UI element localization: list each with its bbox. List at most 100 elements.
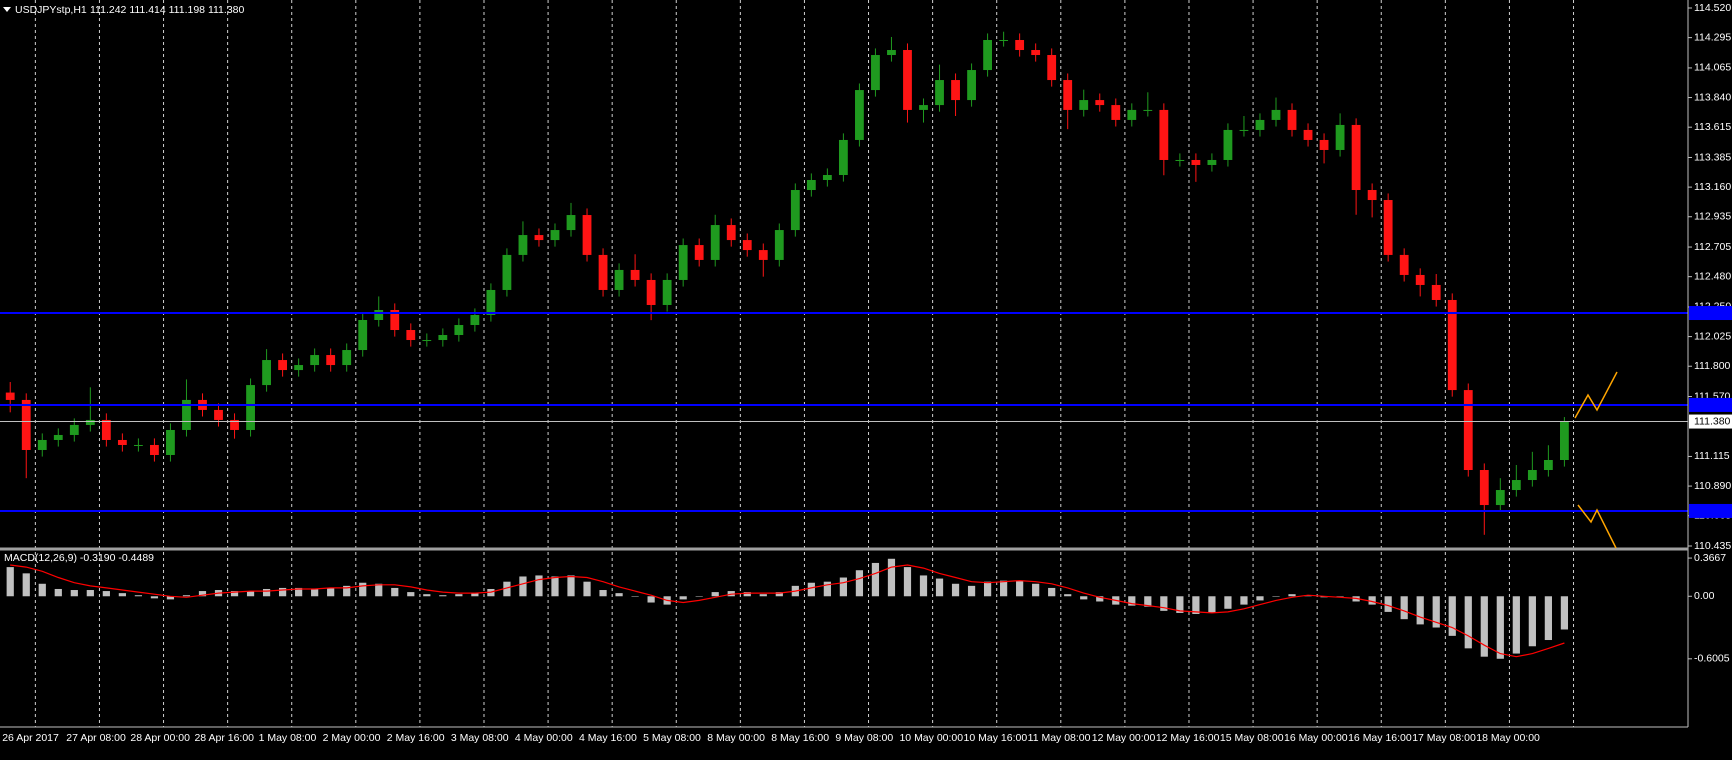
x-tick-label: 1 May 08:00 [259, 732, 317, 744]
candle-body [1095, 100, 1105, 106]
x-tick-label: 16 May 16:00 [1348, 732, 1412, 744]
macd-bar [86, 590, 94, 597]
macd-bar [1224, 596, 1232, 609]
candle-body [1207, 159, 1217, 165]
candle-body [150, 444, 159, 455]
macd-bar [134, 595, 143, 597]
macd-bar [1080, 596, 1088, 600]
x-tick-label: 10 May 00:00 [899, 732, 963, 744]
candle-body [438, 335, 448, 341]
macd-bar [551, 576, 559, 597]
macd-bar [6, 567, 14, 597]
macd-bar [1544, 596, 1552, 641]
candle-body [214, 409, 223, 420]
candle-body [1111, 105, 1121, 120]
candle-body [678, 245, 688, 280]
y-tick-label: 0.00 [1694, 590, 1715, 602]
candle-body [358, 320, 368, 351]
macd-bar [599, 590, 607, 597]
candle-body [310, 355, 320, 366]
y-tick-label: 113.385 [1694, 151, 1731, 163]
last-price-tag [1689, 414, 1732, 429]
macd-bar [22, 573, 30, 597]
macd-bar [38, 583, 46, 597]
candle-body [566, 215, 576, 231]
macd-bar [775, 592, 783, 597]
candle-body [230, 419, 239, 430]
macd-bar [1016, 580, 1024, 597]
candle-body [1383, 200, 1393, 255]
y-tick-label: 111.115 [1694, 450, 1730, 462]
macd-bar [230, 591, 239, 597]
annotation-zigzag [1574, 371, 1618, 419]
macd-bar [711, 592, 719, 597]
macd-bar [983, 581, 992, 597]
candle-body [1287, 109, 1297, 130]
candle-body [1543, 459, 1553, 471]
candle-body [710, 225, 720, 260]
candle-body [1175, 159, 1185, 161]
candle-body [630, 269, 640, 280]
candle-body [903, 50, 912, 110]
candle-body [1527, 470, 1537, 481]
y-tick-label: 0.3667 [1694, 552, 1726, 564]
candle-body [1559, 421, 1569, 460]
candle-body [1479, 470, 1489, 506]
candle-body [1495, 490, 1505, 506]
y-tick-label: 111.800 [1694, 360, 1731, 372]
candle-body [85, 419, 95, 425]
y-tick-label: 112.480 [1694, 270, 1731, 282]
ohlc-text: 111.242 111.414 111.198 111.380 [90, 4, 244, 16]
macd-bar [1048, 587, 1056, 597]
macd-bar [1432, 596, 1440, 628]
horizontal-line-tag [1689, 397, 1732, 412]
candle-body [919, 105, 928, 110]
candle-body [1431, 284, 1441, 300]
macd-bar [1208, 596, 1216, 613]
annotation-zigzag [1577, 504, 1617, 549]
candle-body [422, 340, 432, 342]
x-tick-label: 16 May 00:00 [1284, 732, 1348, 744]
macd-bar [679, 596, 687, 600]
y-tick-label: 114.295 [1694, 31, 1731, 43]
macd-bar [839, 577, 847, 597]
last-price-label: 111.380 [1694, 415, 1731, 427]
y-tick-label: 113.840 [1694, 91, 1731, 103]
candle-body [406, 330, 416, 341]
macd-bar [439, 595, 447, 597]
macd-bar [823, 581, 831, 597]
macd-bar [1480, 596, 1488, 657]
candle-body [983, 40, 992, 71]
macd-bar [583, 581, 591, 597]
candle-body [1079, 100, 1089, 110]
x-tick-label: 28 Apr 16:00 [194, 732, 254, 744]
macd-bar [407, 592, 415, 597]
macd-bar [759, 594, 767, 597]
x-tick-label: 27 Apr 08:00 [66, 732, 126, 744]
x-tick-label: 12 May 16:00 [1156, 732, 1220, 744]
macd-bar [1496, 596, 1504, 659]
candle-body [1143, 109, 1153, 111]
candle-body [486, 289, 496, 315]
candle-body [133, 444, 143, 446]
macd-bar [1144, 596, 1152, 607]
candle-body [1367, 190, 1377, 201]
candle-body [1031, 50, 1041, 56]
x-tick-label: 17 May 08:00 [1412, 732, 1476, 744]
x-tick-label: 18 May 00:00 [1476, 732, 1540, 744]
macd-bar [102, 591, 110, 597]
candle-body [1351, 124, 1361, 191]
candle-body [1255, 119, 1265, 130]
candle-body [806, 180, 816, 191]
candle-body [246, 385, 255, 430]
macd-bar [1192, 596, 1200, 614]
collapse-icon[interactable] [3, 7, 11, 12]
y-tick-label: 112.025 [1694, 330, 1731, 342]
candle-body [935, 80, 944, 106]
macd-bar [1528, 596, 1536, 647]
x-tick-label: 12 May 00:00 [1092, 732, 1156, 744]
macd-bar [967, 585, 976, 597]
x-tick-label: 2 May 00:00 [323, 732, 381, 744]
candle-body [1191, 159, 1201, 165]
